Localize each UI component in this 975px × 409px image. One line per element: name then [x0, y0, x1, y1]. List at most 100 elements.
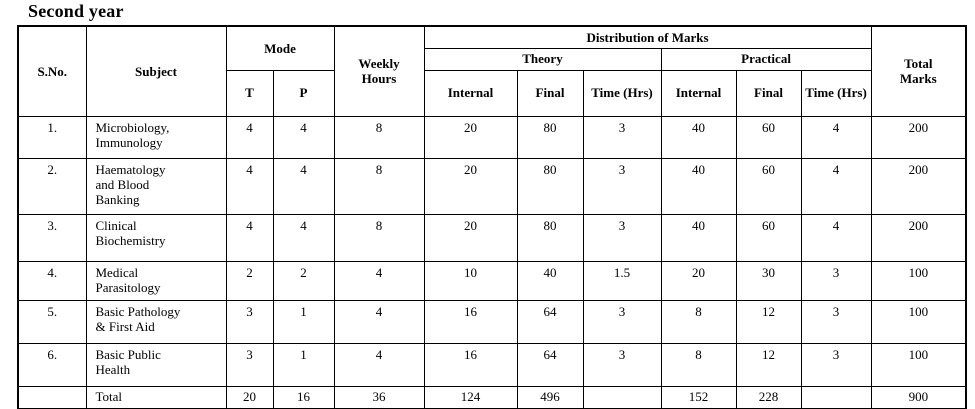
cell-practical-internal: 20 [660, 260, 737, 301]
cell-practical-internal: 40 [660, 213, 737, 262]
col-header-theory-internal: Internal [423, 69, 518, 117]
cell-theory-internal: 124 [423, 385, 518, 409]
cell-theory-final: 64 [516, 299, 584, 344]
cell-practical-final: 60 [735, 213, 802, 262]
col-header-mode: Mode [225, 25, 335, 71]
cell-subject: Haematology and Blood Banking [85, 157, 227, 215]
marks-distribution-table: S.No. Subject Mode Weekly Hours Distribu… [17, 25, 968, 409]
cell-theory-final: 40 [516, 260, 584, 301]
cell-mode-p: 1 [272, 299, 335, 344]
cell-theory-final: 80 [516, 115, 584, 159]
cell-practical-time: 4 [800, 115, 872, 159]
cell-weekly-hours: 4 [333, 260, 425, 301]
cell-theory-internal: 16 [423, 342, 518, 387]
cell-practical-final: 228 [735, 385, 802, 409]
cell-practical-internal: 8 [660, 342, 737, 387]
cell-theory-final: 80 [516, 213, 584, 262]
table-row: 5. Basic Pathology & First Aid 3 1 4 16 … [17, 299, 967, 344]
cell-mode-p: 1 [272, 342, 335, 387]
cell-mode-p: 16 [272, 385, 335, 409]
cell-practical-time: 3 [800, 342, 872, 387]
cell-sno: 3. [17, 213, 87, 262]
cell-weekly-hours: 8 [333, 157, 425, 215]
col-header-theory-final: Final [516, 69, 584, 117]
cell-theory-time [582, 385, 662, 409]
col-header-practical: Practical [660, 47, 872, 71]
cell-total-marks: 100 [870, 342, 967, 387]
table-row: 4. Medical Parasitology 2 2 4 10 40 1.5 … [17, 260, 967, 301]
table-row: 2. Haematology and Blood Banking 4 4 8 2… [17, 157, 967, 215]
header-row-3: T P Internal Final Time (Hrs) Internal F… [18, 69, 966, 117]
cell-weekly-hours: 4 [333, 342, 425, 387]
cell-mode-t: 4 [225, 213, 274, 262]
col-header-theory: Theory [423, 47, 662, 71]
cell-practical-time: 4 [800, 213, 872, 262]
cell-practical-internal: 8 [660, 299, 737, 344]
cell-practical-final: 60 [735, 115, 802, 159]
cell-mode-p: 4 [272, 115, 335, 159]
col-header-subject: Subject [85, 25, 227, 117]
col-header-total-marks: Total Marks [870, 25, 967, 117]
cell-mode-p: 4 [272, 157, 335, 215]
cell-sno: 2. [17, 157, 87, 215]
cell-theory-time: 3 [582, 115, 662, 159]
col-header-theory-time: Time (Hrs) [582, 69, 662, 117]
cell-mode-t: 20 [225, 385, 274, 409]
col-header-practical-final: Final [735, 69, 802, 117]
cell-theory-time: 3 [582, 157, 662, 215]
cell-practical-time: 3 [800, 299, 872, 344]
cell-weekly-hours: 36 [333, 385, 425, 409]
col-header-distribution-of-marks: Distribution of Marks [423, 25, 872, 49]
table-row: 3. Clinical Biochemistry 4 4 8 20 80 3 4… [17, 213, 967, 262]
cell-theory-time: 3 [582, 299, 662, 344]
cell-theory-internal: 20 [423, 115, 518, 159]
cell-theory-final: 64 [516, 342, 584, 387]
cell-total-marks: 100 [870, 299, 967, 344]
cell-mode-t: 3 [225, 342, 274, 387]
cell-weekly-hours: 4 [333, 299, 425, 344]
cell-subject: Medical Parasitology [85, 260, 227, 301]
cell-practical-final: 12 [735, 342, 802, 387]
cell-practical-time [800, 385, 872, 409]
cell-mode-p: 4 [272, 213, 335, 262]
cell-practical-final: 60 [735, 157, 802, 215]
cell-total-marks: 100 [870, 260, 967, 301]
table-total-row: Total 20 16 36 124 496 152 228 900 [17, 385, 967, 409]
cell-sno [17, 385, 87, 409]
cell-practical-internal: 40 [660, 115, 737, 159]
cell-theory-internal: 10 [423, 260, 518, 301]
cell-practical-internal: 40 [660, 157, 737, 215]
cell-practical-time: 3 [800, 260, 872, 301]
cell-subject: Total [85, 385, 227, 409]
cell-total-marks: 200 [870, 115, 967, 159]
cell-theory-time: 1.5 [582, 260, 662, 301]
cell-sno: 4. [17, 260, 87, 301]
col-header-practical-internal: Internal [660, 69, 737, 117]
cell-subject: Clinical Biochemistry [85, 213, 227, 262]
col-header-weekly-hours: Weekly Hours [333, 25, 425, 117]
header-row-1: S.No. Subject Mode Weekly Hours Distribu… [17, 25, 967, 117]
col-header-mode-t: T [225, 69, 274, 117]
cell-theory-internal: 20 [423, 157, 518, 215]
cell-theory-time: 3 [582, 342, 662, 387]
cell-practical-time: 4 [800, 157, 872, 215]
col-header-mode-p: P [272, 69, 335, 117]
cell-weekly-hours: 8 [333, 115, 425, 159]
col-header-practical-time: Time (Hrs) [800, 69, 872, 117]
cell-practical-final: 12 [735, 299, 802, 344]
cell-sno: 1. [17, 115, 87, 159]
page-title: Second year [28, 1, 124, 21]
cell-sno: 5. [17, 299, 87, 344]
cell-theory-final: 496 [516, 385, 584, 409]
cell-practical-internal: 152 [660, 385, 737, 409]
cell-mode-t: 4 [225, 115, 274, 159]
table-row: 6. Basic Public Health 3 1 4 16 64 3 8 1… [17, 342, 967, 387]
table-body: 1. Microbiology, Immunology 4 4 8 20 80 … [17, 115, 967, 409]
cell-theory-final: 80 [516, 157, 584, 215]
col-header-sno: S.No. [17, 25, 87, 117]
cell-theory-time: 3 [582, 213, 662, 262]
cell-weekly-hours: 8 [333, 213, 425, 262]
table-row: 1. Microbiology, Immunology 4 4 8 20 80 … [17, 115, 967, 159]
cell-total-marks: 900 [870, 385, 967, 409]
